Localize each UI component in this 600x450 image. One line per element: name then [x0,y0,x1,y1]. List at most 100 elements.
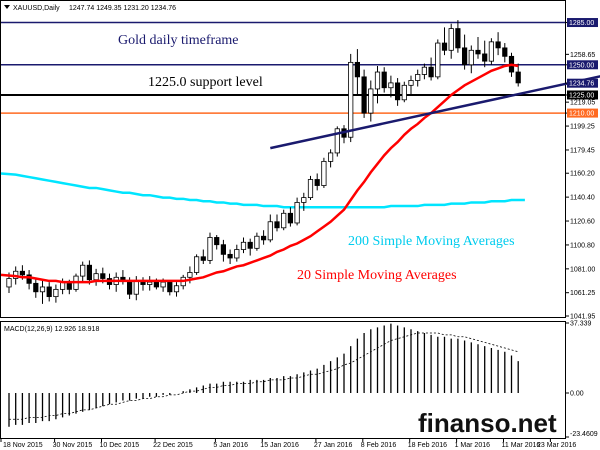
candle-40 [274,214,280,232]
candle-41 [281,209,287,231]
price-tick-label: 1100.80 [570,242,595,249]
bull-candle-body [348,61,354,138]
candle-29 [200,249,206,265]
candle-72 [488,38,495,65]
time-tick-label: 23 Mar 2016 [537,442,576,449]
price-level-tag [567,90,598,100]
time-tick-label: 30 Nov 2015 [53,442,93,449]
price-level-tag [567,18,598,28]
price-tick-label: 1199.25 [570,124,595,131]
bear-candle-body [394,82,401,101]
time-tick-label: 18 Nov 2015 [3,442,43,449]
candle-47 [321,157,327,188]
bull-candle-body [173,285,180,293]
bear-candle-body [361,76,367,114]
bull-candle-body [234,249,240,259]
bear-candle-body [428,66,434,78]
bear-candle-body [354,61,361,78]
price-tick-label: 1160.20 [570,171,595,178]
price-tick-label: 1179.45 [570,147,595,154]
bear-candle-body [247,241,253,249]
time-axis-area [0,439,600,450]
candles-layer [6,20,521,304]
bear-candle-body [461,47,468,66]
candle-70 [475,37,481,59]
candle-32 [220,239,226,262]
collapse-arrow-icon[interactable] [4,5,10,9]
candle-48 [327,149,334,168]
time-tick-label: 11 Mar 2016 [502,442,541,449]
macd-tick-label: 37.339 [570,321,592,328]
bear-candle-body [495,41,501,49]
time-tick-label: 5 Jan 2016 [213,442,248,449]
candle-73 [495,32,501,56]
price-tick-label: 1081.00 [570,266,595,273]
ma200-annotation: 200 Simple Moving Averages [348,234,515,249]
macd-tick-label: -23.4609 [570,431,598,438]
candle-45 [307,175,314,201]
bear-candle-body [287,212,294,224]
bull-candle-body [147,281,153,285]
price-tick-label: 1258.65 [570,52,595,59]
bull-candle-body [334,128,340,154]
price-tick-label: 1210.00 [569,111,594,118]
candle-44 [301,192,307,211]
bull-candle-body [281,212,287,229]
candle-53 [361,69,367,118]
title-annotation: Gold daily timeframe [118,33,239,48]
price-axis: 1285.00 1258.65 1250.00 1234.76 1225.001219.… [565,18,598,321]
bear-candle-body [127,280,133,295]
candle-56 [381,67,387,93]
bull-candle-body [488,41,495,62]
bear-candle-body [214,237,220,246]
bull-candle-body [160,281,166,288]
bull-candle-body [327,152,334,162]
time-tick-label: 22 Dec 2015 [153,442,193,449]
price-tick-label: 1225.00 [569,92,594,99]
candle-74 [502,43,508,63]
candle-52 [354,49,361,95]
candle-42 [287,207,294,227]
candle-36 [247,238,253,256]
bull-candle-body [321,160,327,186]
bear-candle-body [100,273,106,279]
candle-54 [368,80,374,122]
candle-55 [374,65,381,104]
symbol-header: XAUUSD,Daily 1247.74 1249.35 1231.20 123… [4,5,176,12]
bull-candle-body [307,179,314,199]
bear-candle-body [274,221,280,229]
macd-label: MACD(12,26,9) 12.926 18.918 [4,326,99,333]
price-tick-label: 1219.05 [570,100,595,107]
bear-candle-body [381,71,387,89]
bull-candle-body [421,66,428,75]
candle-33 [227,249,233,265]
bull-candle-body [39,286,46,293]
candle-58 [394,78,401,106]
bull-candle-body [415,74,421,81]
bull-candle-body [301,197,307,203]
candle-31 [214,235,220,250]
price-axis-area [566,0,600,318]
symbol-label: XAUUSD,Daily [13,5,60,12]
candle-64 [435,39,441,80]
ma20-layer [0,63,519,284]
ohlc-label: 1247.74 1249.35 1231.20 1234.76 [69,5,176,12]
candle-6 [46,282,52,302]
support-annotation: 1225.0 support level [148,75,263,90]
candle-60 [408,75,414,95]
bull-candle-body [80,264,86,277]
time-axis: 18 Nov 2015 30 Nov 2015 10 Dec 2015 22 Dec … [0,438,576,449]
macd-tick-label: 0.00 [570,391,584,398]
bear-candle-body [482,53,488,62]
bull-candle-body [93,273,99,281]
bear-candle-body [46,286,52,298]
price-level-tag [567,60,598,70]
bull-candle-body [294,202,300,224]
bear-candle-body [86,264,92,281]
price-level-tag [567,108,598,118]
bull-candle-body [240,241,247,250]
bull-candle-body [187,272,193,278]
bear-candle-body [33,282,39,293]
